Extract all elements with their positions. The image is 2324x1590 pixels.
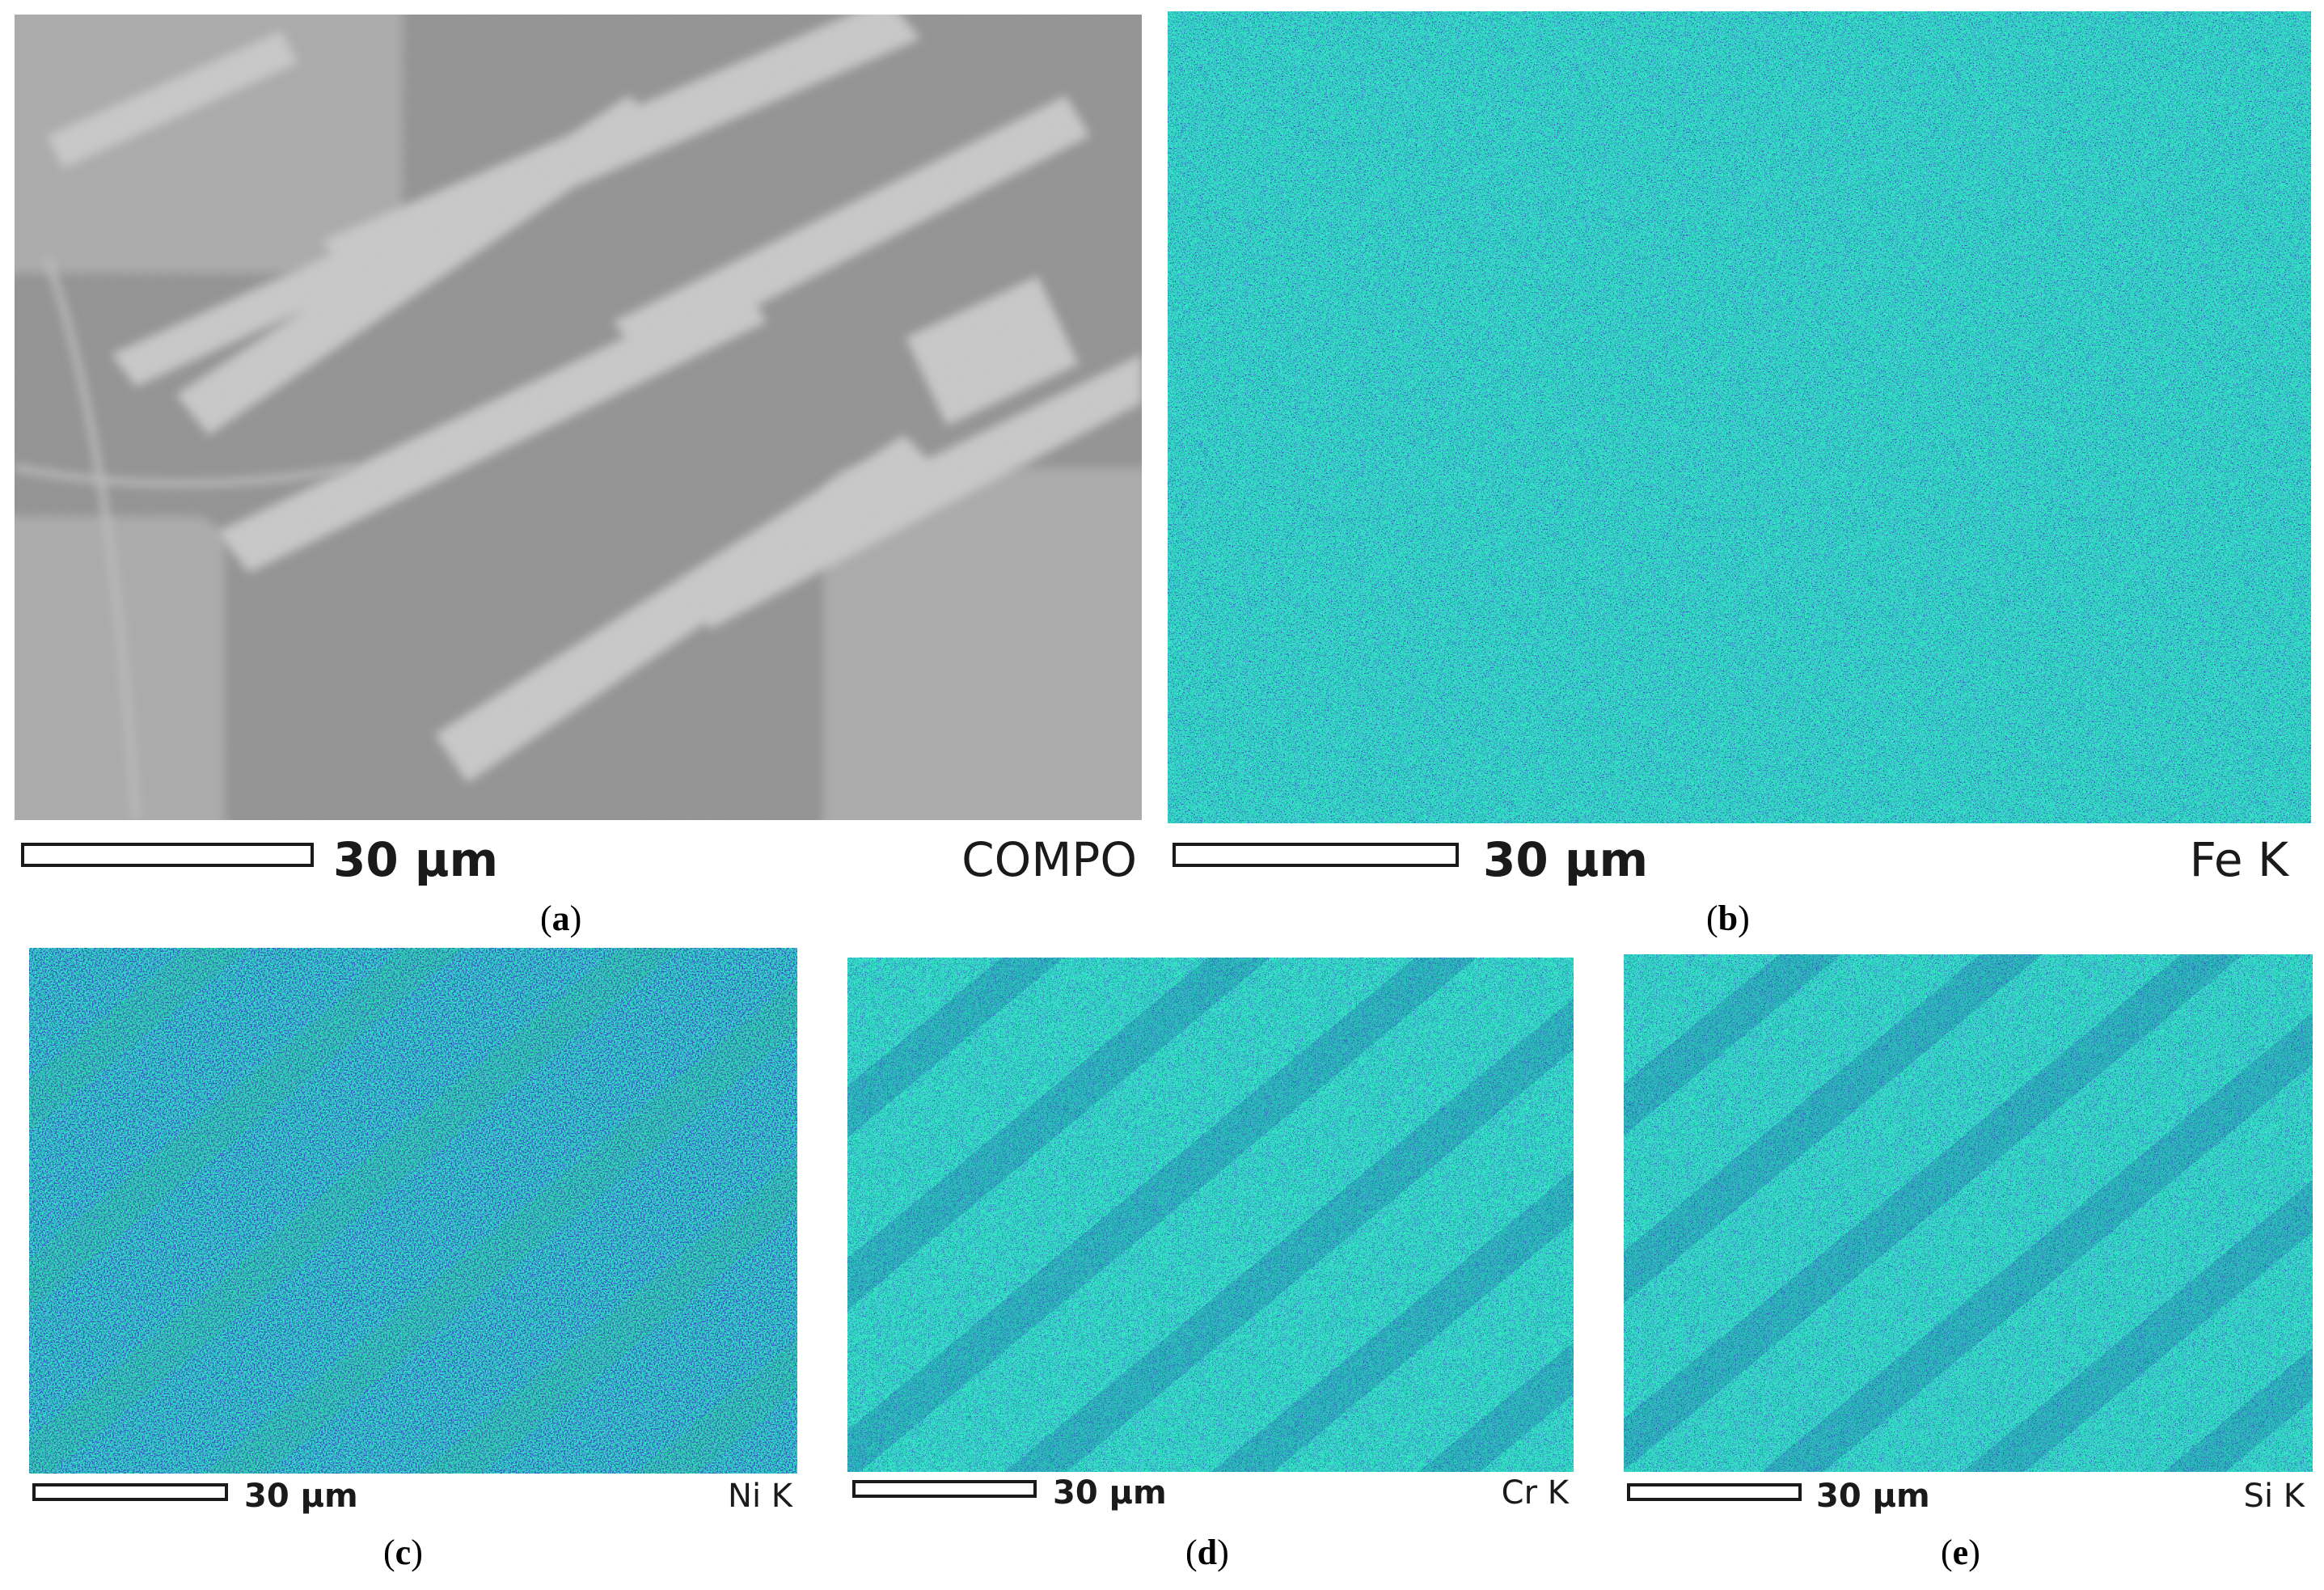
eds-map-ni bbox=[29, 948, 797, 1474]
signal-label: Fe K bbox=[2189, 832, 2288, 887]
eds-map-si bbox=[1624, 954, 2313, 1472]
signal-label: COMPO bbox=[961, 832, 1137, 887]
scale-label: 30 μm bbox=[1483, 832, 1649, 887]
scale-bar bbox=[852, 1480, 1037, 1498]
signal-label: Cr K bbox=[1501, 1474, 1569, 1512]
caption-b: (b) bbox=[1706, 899, 1750, 938]
caption-d: (d) bbox=[1185, 1533, 1229, 1572]
sem-micrograph bbox=[15, 15, 1142, 820]
sem-image-compo bbox=[15, 15, 1142, 820]
noise-overlay bbox=[1624, 954, 2313, 1472]
scale-label: 30 μm bbox=[244, 1478, 358, 1515]
eds-map-image bbox=[1168, 11, 2311, 823]
scale-bar bbox=[32, 1483, 228, 1501]
noise-layer bbox=[1168, 11, 2311, 823]
scale-bar bbox=[21, 843, 314, 867]
noise-overlay bbox=[29, 948, 797, 1474]
signal-label: Ni K bbox=[728, 1478, 792, 1515]
scale-label: 30 μm bbox=[333, 832, 499, 887]
scale-label: 30 μm bbox=[1816, 1478, 1930, 1515]
eds-map-fe bbox=[1168, 11, 2311, 823]
caption-e: (e) bbox=[1941, 1533, 1980, 1572]
noise-overlay bbox=[847, 958, 1574, 1472]
eds-map-image bbox=[1624, 954, 2313, 1472]
eds-map-cr bbox=[847, 958, 1574, 1472]
signal-label: Si K bbox=[2243, 1478, 2305, 1515]
scale-label: 30 μm bbox=[1053, 1474, 1167, 1512]
caption-c: (c) bbox=[383, 1533, 423, 1572]
caption-a: (a) bbox=[540, 899, 582, 938]
eds-map-image bbox=[29, 948, 797, 1474]
eds-map-image bbox=[847, 958, 1574, 1472]
scale-bar bbox=[1627, 1483, 1802, 1501]
scale-bar bbox=[1173, 843, 1459, 867]
